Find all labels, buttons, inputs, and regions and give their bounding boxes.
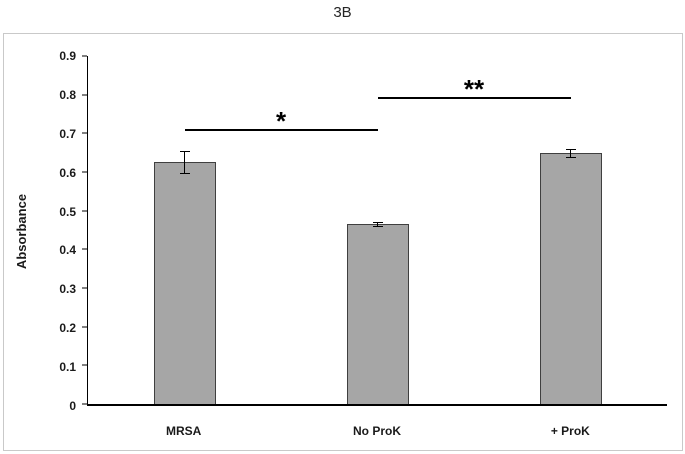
error-bar-cap-bottom (372, 225, 383, 227)
bar-mrsa (153, 162, 216, 404)
error-bar-no-prok (372, 221, 384, 227)
error-bar-line (183, 150, 185, 174)
y-tick-mark (82, 55, 87, 57)
error-bar-cap-bottom (565, 157, 576, 159)
y-tick-label-0: 0 (69, 399, 76, 413)
error-bar-cap-bottom (179, 172, 190, 174)
y-tick-label-0-4: 0.4 (59, 243, 76, 258)
plot-area: * ** (82, 55, 667, 406)
y-tick-labels: 0 0.1 0.2 0.3 0.4 0.5 0.6 0.7 0.8 0.9 (4, 50, 76, 412)
significance-line (377, 96, 571, 99)
y-tick-label-0-9: 0.9 (59, 49, 76, 63)
bar-no-prok (346, 224, 409, 404)
chart-frame: Absorbance 0 0.1 0.2 0.3 0.4 0.5 0.6 0.7 0.8 0.9 … (3, 33, 683, 451)
error-bar-cap-top (179, 150, 190, 152)
y-tick-label-0-3: 0.3 (59, 282, 76, 297)
y-tick-label-0-6: 0.6 (59, 165, 76, 180)
y-tick-mark (82, 132, 87, 134)
error-bar-line (376, 221, 378, 227)
y-tick-mark (82, 364, 87, 366)
y-tick-label-0-5: 0.5 (59, 204, 76, 219)
y-tick-mark (82, 403, 87, 405)
y-tick-mark (82, 248, 87, 250)
y-tick-label-0-8: 0.8 (59, 87, 76, 102)
y-tick-label-0-7: 0.7 (59, 126, 76, 141)
significance-line (184, 129, 378, 132)
y-tick-mark (82, 171, 87, 173)
y-tick-mark (82, 287, 87, 289)
error-bar-line (569, 148, 571, 159)
y-tick-mark (82, 210, 87, 212)
error-bar-cap-top (565, 148, 576, 150)
bar-prok (539, 153, 602, 404)
y-tick-label-0-1: 0.1 (59, 360, 76, 375)
x-tick-label-no-prok: No ProK (353, 424, 401, 438)
chart-title: 3B (333, 4, 352, 21)
significance-label: * (275, 106, 287, 137)
error-bar-prok (565, 148, 577, 159)
error-bar-mrsa (179, 150, 191, 174)
error-bar-cap-top (372, 221, 383, 223)
x-tick-labels: MRSA No ProK + ProK (87, 422, 667, 440)
y-tick-mark (82, 94, 87, 96)
x-tick-label-mrsa: MRSA (165, 424, 202, 438)
y-tick-mark (82, 326, 87, 328)
significance-label: ** (463, 73, 485, 104)
y-tick-label-0-2: 0.2 (59, 321, 76, 336)
x-tick-label-prok: + ProK (550, 424, 590, 438)
